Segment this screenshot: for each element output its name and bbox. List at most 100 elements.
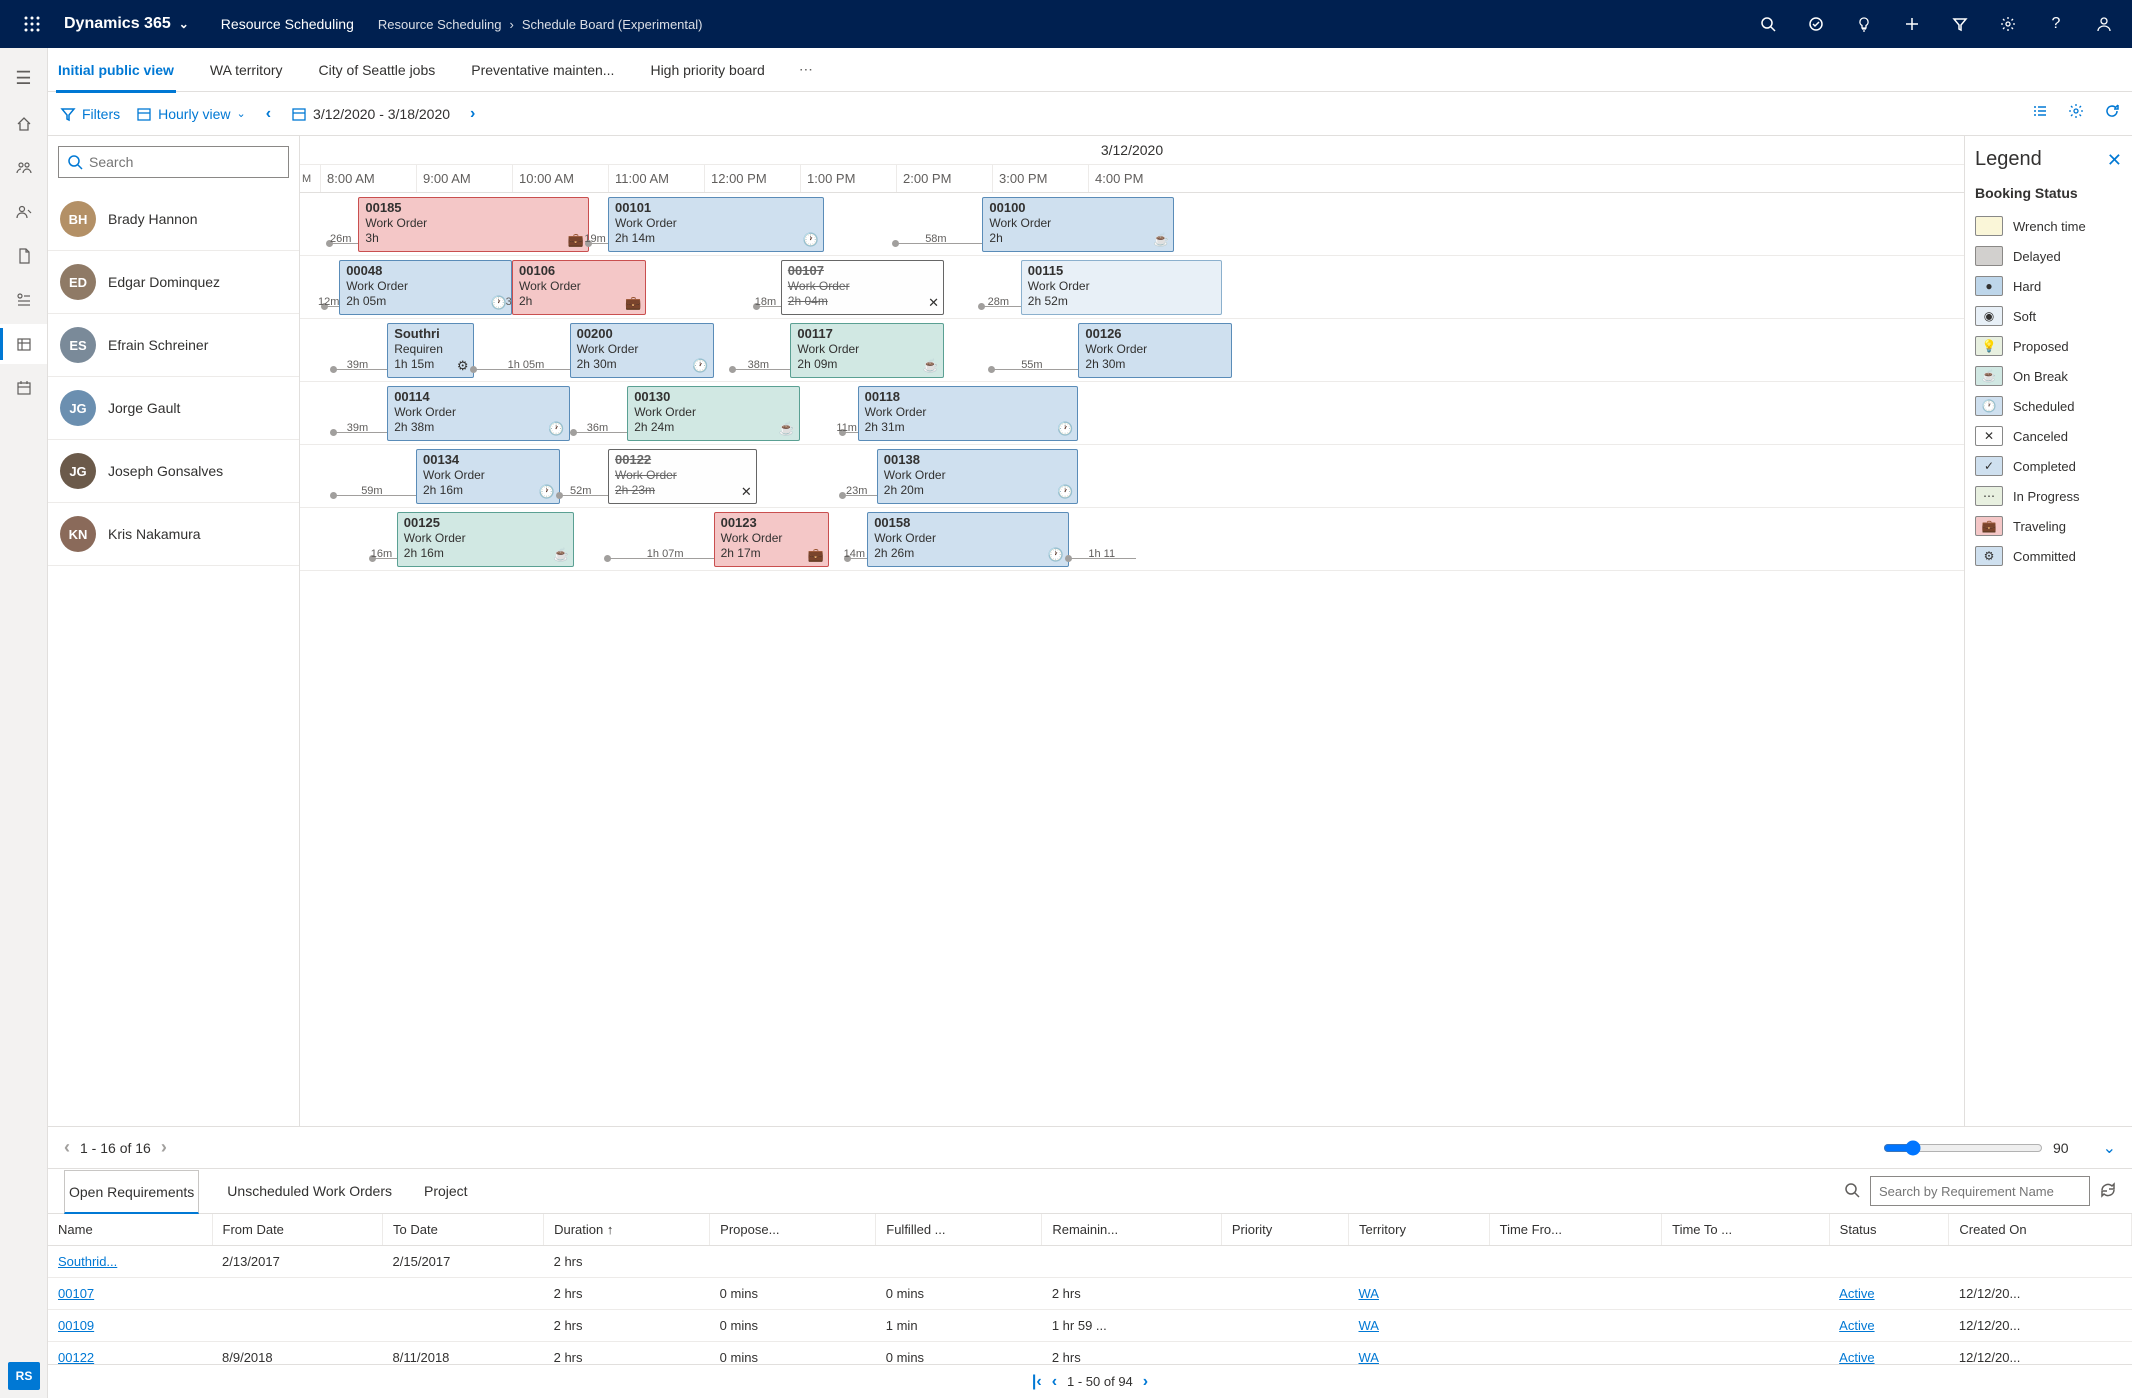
column-header[interactable]: From Date (212, 1214, 383, 1246)
board-tab[interactable]: City of Seattle jobs (317, 48, 438, 92)
filter-icon[interactable] (1940, 0, 1980, 48)
booking-block[interactable]: 00100Work Order2h☕ (982, 197, 1174, 252)
resource-search[interactable] (58, 146, 289, 178)
booking-block[interactable]: 00106Work Order2h💼 (512, 260, 646, 315)
crumb-2[interactable]: Schedule Board (Experimental) (522, 17, 703, 32)
help-icon[interactable]: ? (2036, 0, 2076, 48)
table-row[interactable]: 001092 hrs0 mins1 min1 hr 59 ...WAActive… (48, 1310, 2132, 1342)
column-header[interactable]: Territory (1349, 1214, 1490, 1246)
booking-block[interactable]: 00114Work Order2h 38m🕐 (387, 386, 569, 441)
booking-block[interactable]: 00158Work Order2h 26m🕐 (867, 512, 1069, 567)
hamburger-icon[interactable]: ☰ (0, 56, 48, 100)
refresh-icon[interactable] (2104, 103, 2120, 124)
resource-row[interactable]: ESEfrain Schreiner (48, 314, 299, 377)
calendar-icon[interactable] (0, 368, 48, 408)
table-row[interactable]: 001072 hrs0 mins0 mins2 hrsWAActive12/12… (48, 1278, 2132, 1310)
booking-block[interactable]: 00117Work Order2h 09m☕ (790, 323, 944, 378)
column-header[interactable]: Remainin... (1042, 1214, 1222, 1246)
search-icon[interactable] (1748, 0, 1788, 48)
next-week-button[interactable]: › (466, 105, 479, 123)
column-header[interactable]: Time Fro... (1489, 1214, 1662, 1246)
app-launcher-icon[interactable] (8, 16, 56, 32)
prev-week-button[interactable]: ‹ (262, 105, 275, 123)
board-tab[interactable]: Preventative mainten... (469, 48, 616, 92)
link[interactable]: WA (1359, 1350, 1379, 1364)
booking-block[interactable]: 00185Work Order3h💼 (358, 197, 588, 252)
column-header[interactable]: Status (1829, 1214, 1949, 1246)
table-row[interactable]: Southrid...2/13/20172/15/20172 hrs (48, 1246, 2132, 1278)
task-icon[interactable] (1796, 0, 1836, 48)
more-tabs-icon[interactable]: ⋯ (799, 61, 813, 78)
board-tab[interactable]: High priority board (648, 48, 766, 92)
column-header[interactable]: To Date (383, 1214, 544, 1246)
date-range[interactable]: 3/12/2020 - 3/18/2020 (291, 106, 450, 122)
person-icon[interactable] (0, 192, 48, 232)
bottom-tab[interactable]: Unscheduled Work Orders (223, 1169, 396, 1213)
booking-block[interactable]: 00130Work Order2h 24m☕ (627, 386, 800, 441)
column-header[interactable]: Duration ↑ (544, 1214, 710, 1246)
brand-title[interactable]: Dynamics 365 ⌄ (56, 15, 197, 33)
booking-block[interactable]: 00200Work Order2h 30m🕐 (570, 323, 714, 378)
column-header[interactable]: Name (48, 1214, 212, 1246)
crumb-1[interactable]: Resource Scheduling (378, 17, 502, 32)
prev-page-button[interactable]: ‹ (64, 1137, 70, 1158)
column-header[interactable]: Fulfilled ... (876, 1214, 1042, 1246)
link[interactable]: 00109 (58, 1318, 94, 1333)
close-icon[interactable]: ✕ (2107, 150, 2122, 171)
board-tab[interactable]: Initial public view (56, 48, 176, 92)
gear-icon[interactable] (1988, 0, 2028, 48)
booking-block[interactable]: 00107Work Order2h 04m✕ (781, 260, 944, 315)
requirement-search-input[interactable] (1870, 1176, 2090, 1206)
search-icon[interactable] (1844, 1182, 1860, 1201)
add-icon[interactable] (1892, 0, 1932, 48)
people-icon[interactable] (0, 148, 48, 188)
booking-block[interactable]: 00048Work Order2h 05m🕐 (339, 260, 512, 315)
link[interactable]: Active (1839, 1350, 1874, 1364)
booking-block[interactable]: 00101Work Order2h 14m🕐 (608, 197, 824, 252)
refresh-icon[interactable] (2100, 1182, 2116, 1201)
booking-block[interactable]: 00115Work Order2h 52m (1021, 260, 1223, 315)
link[interactable]: 00122 (58, 1350, 94, 1364)
doc-icon[interactable] (0, 236, 48, 276)
zoom-slider[interactable] (1883, 1140, 2043, 1156)
booking-block[interactable]: SouthriRequiren1h 15m⚙ (387, 323, 473, 378)
resource-row[interactable]: JGJorge Gault (48, 377, 299, 440)
link[interactable]: Active (1839, 1286, 1874, 1301)
settings-icon[interactable] (2068, 103, 2084, 124)
collapse-icon[interactable]: ⌄ (2103, 1138, 2116, 1158)
filters-button[interactable]: Filters (60, 106, 120, 122)
board-tab[interactable]: WA territory (208, 48, 285, 92)
search-input[interactable] (89, 154, 280, 170)
list-icon[interactable] (0, 280, 48, 320)
booking-block[interactable]: 00118Work Order2h 31m🕐 (858, 386, 1079, 441)
resource-row[interactable]: EDEdgar Dominquez (48, 251, 299, 314)
booking-block[interactable]: 00122Work Order2h 23m✕ (608, 449, 757, 504)
rail-badge[interactable]: RS (8, 1362, 40, 1390)
column-header[interactable]: Propose... (710, 1214, 876, 1246)
home-icon[interactable] (0, 104, 48, 144)
column-header[interactable]: Created On (1949, 1214, 2132, 1246)
resource-row[interactable]: JGJoseph Gonsalves (48, 440, 299, 503)
persona-icon[interactable] (2084, 0, 2124, 48)
bottom-tab[interactable]: Open Requirements (64, 1170, 199, 1214)
link[interactable]: WA (1359, 1286, 1379, 1301)
view-mode-button[interactable]: Hourly view ⌄ (136, 106, 246, 122)
table-row[interactable]: 001228/9/20188/11/20182 hrs0 mins0 mins2… (48, 1342, 2132, 1365)
link[interactable]: Southrid... (58, 1254, 117, 1269)
prev-page-button[interactable]: ‹ (1052, 1373, 1057, 1391)
link[interactable]: 00107 (58, 1286, 94, 1301)
resource-row[interactable]: BHBrady Hannon (48, 188, 299, 251)
link[interactable]: WA (1359, 1318, 1379, 1333)
booking-block[interactable]: 00125Work Order2h 16m☕ (397, 512, 575, 567)
link[interactable]: Active (1839, 1318, 1874, 1333)
next-page-button[interactable]: › (1143, 1373, 1148, 1391)
booking-block[interactable]: 00126Work Order2h 30m (1078, 323, 1232, 378)
booking-block[interactable]: 00134Work Order2h 16m🕐 (416, 449, 560, 504)
booking-block[interactable]: 00123Work Order2h 17m💼 (714, 512, 829, 567)
resource-row[interactable]: KNKris Nakamura (48, 503, 299, 566)
booking-block[interactable]: 00138Work Order2h 20m🕐 (877, 449, 1079, 504)
lightbulb-icon[interactable] (1844, 0, 1884, 48)
column-header[interactable]: Priority (1221, 1214, 1348, 1246)
list-view-icon[interactable] (2032, 103, 2048, 124)
next-page-button[interactable]: › (161, 1137, 167, 1158)
